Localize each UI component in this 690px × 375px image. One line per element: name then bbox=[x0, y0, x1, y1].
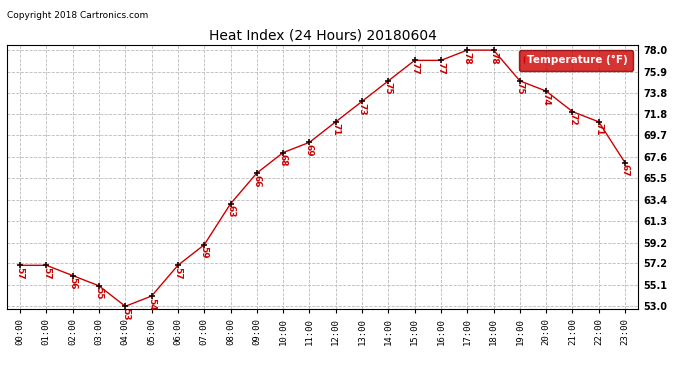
Text: 78: 78 bbox=[463, 52, 472, 64]
Text: 71: 71 bbox=[594, 123, 603, 136]
Text: 72: 72 bbox=[568, 113, 577, 126]
Text: 54: 54 bbox=[147, 298, 156, 310]
Text: 78: 78 bbox=[489, 52, 498, 64]
Text: 56: 56 bbox=[68, 277, 77, 290]
Text: 71: 71 bbox=[331, 123, 340, 136]
Text: Copyright 2018 Cartronics.com: Copyright 2018 Cartronics.com bbox=[7, 11, 148, 20]
Text: 57: 57 bbox=[173, 267, 182, 279]
Text: 74: 74 bbox=[542, 93, 551, 105]
Text: 55: 55 bbox=[95, 287, 103, 300]
Text: 73: 73 bbox=[357, 103, 366, 116]
Text: 66: 66 bbox=[253, 175, 262, 187]
Text: 75: 75 bbox=[515, 82, 524, 95]
Text: 53: 53 bbox=[121, 308, 130, 320]
Title: Heat Index (24 Hours) 20180604: Heat Index (24 Hours) 20180604 bbox=[208, 28, 437, 42]
Text: 77: 77 bbox=[437, 62, 446, 75]
Text: 77: 77 bbox=[410, 62, 419, 75]
Text: 57: 57 bbox=[42, 267, 51, 279]
Text: 59: 59 bbox=[199, 246, 208, 259]
Text: 69: 69 bbox=[305, 144, 314, 156]
Legend: Temperature (°F): Temperature (°F) bbox=[519, 50, 633, 71]
Text: 68: 68 bbox=[279, 154, 288, 166]
Text: 63: 63 bbox=[226, 206, 235, 218]
Text: 57: 57 bbox=[16, 267, 25, 279]
Text: 67: 67 bbox=[620, 164, 629, 177]
Text: 75: 75 bbox=[384, 82, 393, 95]
